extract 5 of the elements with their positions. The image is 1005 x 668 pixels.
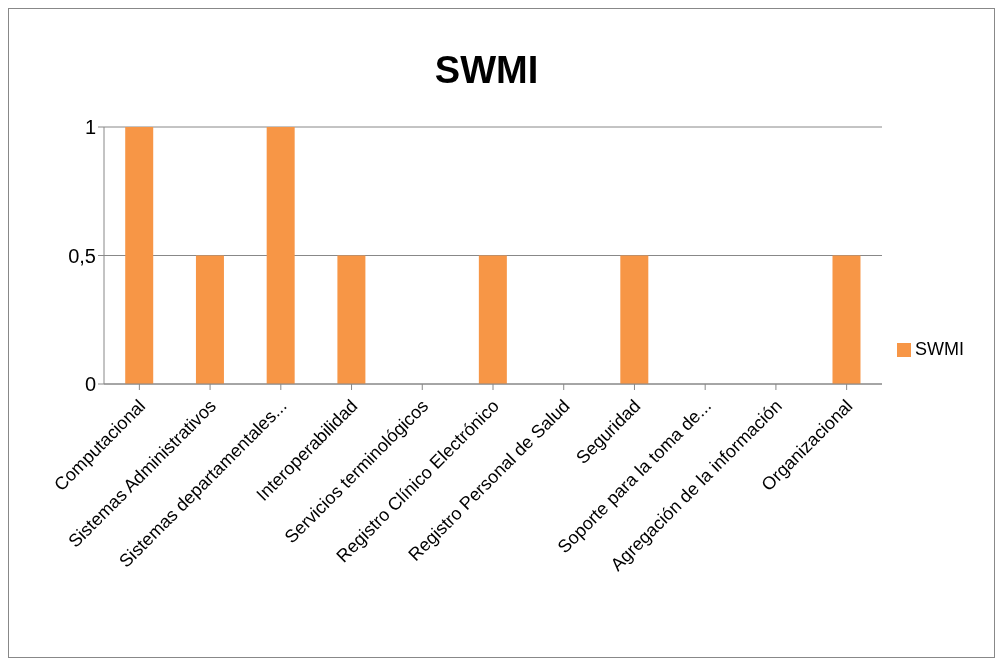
chart-title: SWMI [433, 49, 540, 93]
y-tick-label: 0,5 [68, 244, 96, 267]
legend-label: SWMI [915, 339, 964, 359]
y-tick-label: 1 [84, 116, 96, 139]
y-tick-label: 0 [84, 373, 96, 396]
